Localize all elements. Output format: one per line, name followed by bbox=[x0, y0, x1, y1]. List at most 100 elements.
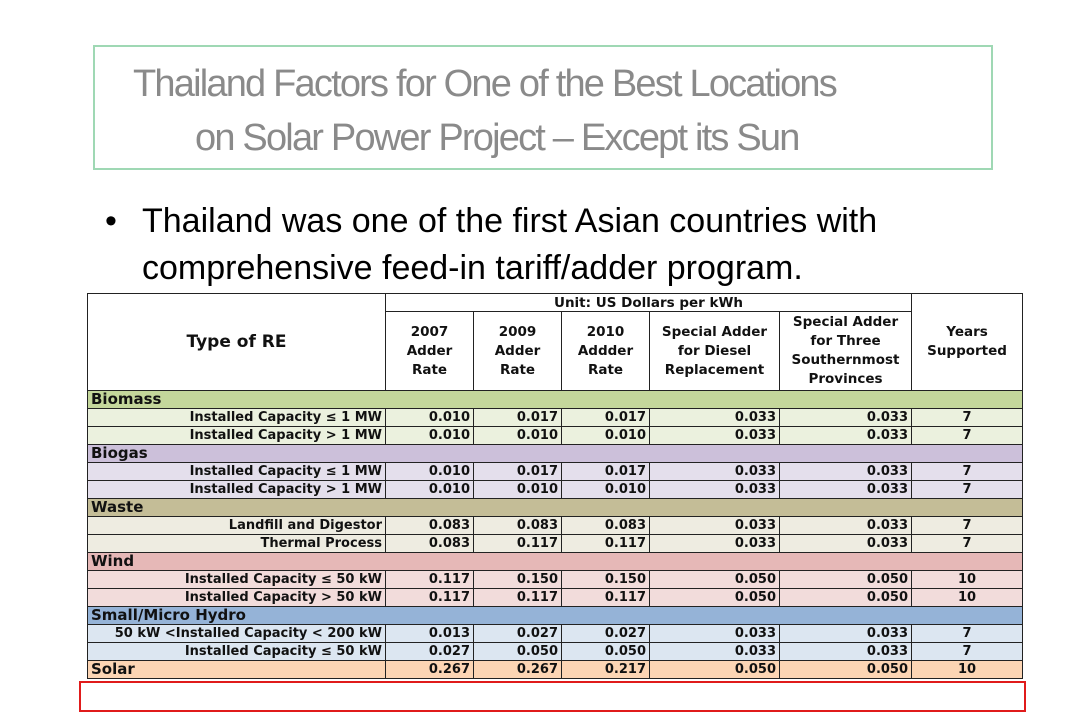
solar-highlight-box bbox=[79, 681, 1026, 712]
cell-r2010: 0.150 bbox=[561, 570, 650, 589]
cell-diesel: 0.050 bbox=[649, 660, 780, 679]
row-label: Installed Capacity ≤ 50 kW bbox=[87, 642, 386, 661]
cell-r2010: 0.117 bbox=[561, 588, 650, 607]
slide-title-line-1: Thailand Factors for One of the Best Loc… bbox=[133, 63, 838, 105]
cell-r2010: 0.017 bbox=[561, 408, 650, 427]
header-2007: 2007 Adder Rate bbox=[385, 311, 474, 391]
cell-south: 0.050 bbox=[778, 570, 913, 589]
cell-r2007: 0.010 bbox=[385, 408, 474, 427]
cell-r2007: 0.117 bbox=[385, 588, 474, 607]
cell-r2009: 0.117 bbox=[473, 588, 562, 607]
cell-r2009: 0.027 bbox=[473, 624, 562, 643]
cell-r2009: 0.017 bbox=[473, 462, 562, 481]
cell-r2007: 0.117 bbox=[385, 570, 474, 589]
cell-r2010: 0.010 bbox=[561, 480, 650, 499]
cell-years: 10 bbox=[911, 570, 1024, 589]
category-row-hydro: Small/Micro Hydro bbox=[86, 606, 1024, 625]
slide-title-box: Thailand Factors for One of the Best Loc… bbox=[93, 45, 993, 170]
bullet-text: Thailand was one of the first Asian coun… bbox=[142, 202, 878, 287]
cell-diesel: 0.050 bbox=[649, 588, 780, 607]
table-row: Installed Capacity ≤ 50 kW 0.117 0.150 0.15… bbox=[87, 570, 1024, 589]
cell-diesel: 0.033 bbox=[649, 624, 780, 643]
row-label: Installed Capacity ≤ 1 MW bbox=[87, 408, 386, 427]
cell-years: 7 bbox=[911, 462, 1024, 481]
table-row: Installed Capacity ≤ 1 MW 0.010 0.017 0.017… bbox=[87, 408, 1024, 427]
cell-years: 7 bbox=[911, 534, 1024, 553]
cell-south: 0.033 bbox=[778, 426, 913, 445]
row-label: Thermal Process bbox=[87, 534, 386, 553]
cell-south: 0.033 bbox=[778, 534, 913, 553]
row-label: 50 kW <Installed Capacity < 200 kW bbox=[87, 624, 386, 643]
cell-r2010: 0.117 bbox=[561, 534, 650, 553]
cell-r2007: 0.083 bbox=[385, 516, 474, 535]
cell-south: 0.033 bbox=[778, 516, 913, 535]
row-label: Installed Capacity > 1 MW bbox=[87, 480, 386, 499]
cell-r2010: 0.017 bbox=[561, 462, 650, 481]
cell-south: 0.033 bbox=[778, 462, 913, 481]
slide-title-line-2: on Solar Power Project – Except its Sun bbox=[195, 117, 800, 159]
header-years: Years Supported bbox=[911, 293, 1024, 391]
cell-diesel: 0.033 bbox=[649, 408, 780, 427]
cell-diesel: 0.033 bbox=[649, 642, 780, 661]
cell-r2009: 0.117 bbox=[473, 534, 562, 553]
cell-r2007: 0.083 bbox=[385, 534, 474, 553]
cell-diesel: 0.033 bbox=[649, 516, 780, 535]
cell-years: 7 bbox=[911, 642, 1024, 661]
cell-r2009: 0.267 bbox=[473, 660, 562, 679]
cell-south: 0.050 bbox=[778, 660, 913, 679]
cell-r2009: 0.010 bbox=[473, 480, 562, 499]
header-diesel: Special Adder for Diesel Replacement bbox=[649, 311, 780, 391]
category-row-biogas: Biogas bbox=[86, 444, 1024, 463]
cell-r2009: 0.010 bbox=[473, 426, 562, 445]
row-label: Installed Capacity > 1 MW bbox=[87, 426, 386, 445]
row-label: Installed Capacity > 50 kW bbox=[87, 588, 386, 607]
cell-r2009: 0.017 bbox=[473, 408, 562, 427]
cell-diesel: 0.050 bbox=[649, 570, 780, 589]
table-row: Installed Capacity > 50 kW 0.117 0.117 0.11… bbox=[87, 588, 1024, 607]
row-label: Installed Capacity ≤ 1 MW bbox=[87, 462, 386, 481]
cell-r2007: 0.010 bbox=[385, 462, 474, 481]
row-label: Landfill and Digestor bbox=[87, 516, 386, 535]
cell-years: 10 bbox=[911, 660, 1024, 679]
cell-years: 7 bbox=[911, 408, 1024, 427]
cell-r2010: 0.050 bbox=[561, 642, 650, 661]
category-row-waste: Waste bbox=[86, 498, 1024, 517]
cell-diesel: 0.033 bbox=[649, 534, 780, 553]
cell-diesel: 0.033 bbox=[649, 426, 780, 445]
header-unit: Unit: US Dollars per kWh bbox=[384, 293, 913, 312]
cell-r2007: 0.010 bbox=[385, 426, 474, 445]
row-label: Solar bbox=[87, 660, 386, 679]
row-label: Installed Capacity ≤ 50 kW bbox=[87, 570, 386, 589]
cell-r2010: 0.010 bbox=[561, 426, 650, 445]
cell-south: 0.050 bbox=[778, 588, 913, 607]
cell-south: 0.033 bbox=[778, 408, 913, 427]
cell-r2007: 0.013 bbox=[385, 624, 474, 643]
table-row: Installed Capacity ≤ 50 kW 0.027 0.050 0.05… bbox=[87, 642, 1024, 661]
cell-years: 7 bbox=[911, 624, 1024, 643]
cell-r2010: 0.083 bbox=[561, 516, 650, 535]
header-southern: Special Adder for Three Southernmost Pro… bbox=[778, 311, 913, 391]
category-label: Biomass bbox=[86, 390, 1024, 409]
table-row: Installed Capacity > 1 MW 0.010 0.010 0.010… bbox=[87, 426, 1024, 445]
table-row: Landfill and Digestor 0.083 0.083 0.083 0.03… bbox=[87, 516, 1024, 535]
category-label: Waste bbox=[86, 498, 1024, 517]
solar-row: Solar 0.267 0.267 0.217 0.050 0.050 10 bbox=[87, 660, 1024, 679]
cell-years: 7 bbox=[911, 426, 1024, 445]
category-label: Small/Micro Hydro bbox=[86, 606, 1024, 625]
cell-r2007: 0.027 bbox=[385, 642, 474, 661]
cell-r2010: 0.027 bbox=[561, 624, 650, 643]
category-label: Biogas bbox=[86, 444, 1024, 463]
cell-years: 7 bbox=[911, 480, 1024, 499]
category-row-wind: Wind bbox=[86, 552, 1024, 571]
cell-south: 0.033 bbox=[778, 624, 913, 643]
cell-diesel: 0.033 bbox=[649, 480, 780, 499]
cell-r2009: 0.083 bbox=[473, 516, 562, 535]
category-row-biomass: Biomass bbox=[86, 390, 1024, 409]
table-header-row: Type of RE Unit: US Dollars per kWh Year… bbox=[87, 293, 1024, 391]
cell-r2009: 0.050 bbox=[473, 642, 562, 661]
cell-south: 0.033 bbox=[778, 642, 913, 661]
cell-r2009: 0.150 bbox=[473, 570, 562, 589]
cell-r2007: 0.010 bbox=[385, 480, 474, 499]
cell-r2007: 0.267 bbox=[385, 660, 474, 679]
table-row: Installed Capacity > 1 MW 0.010 0.010 0.010… bbox=[87, 480, 1024, 499]
